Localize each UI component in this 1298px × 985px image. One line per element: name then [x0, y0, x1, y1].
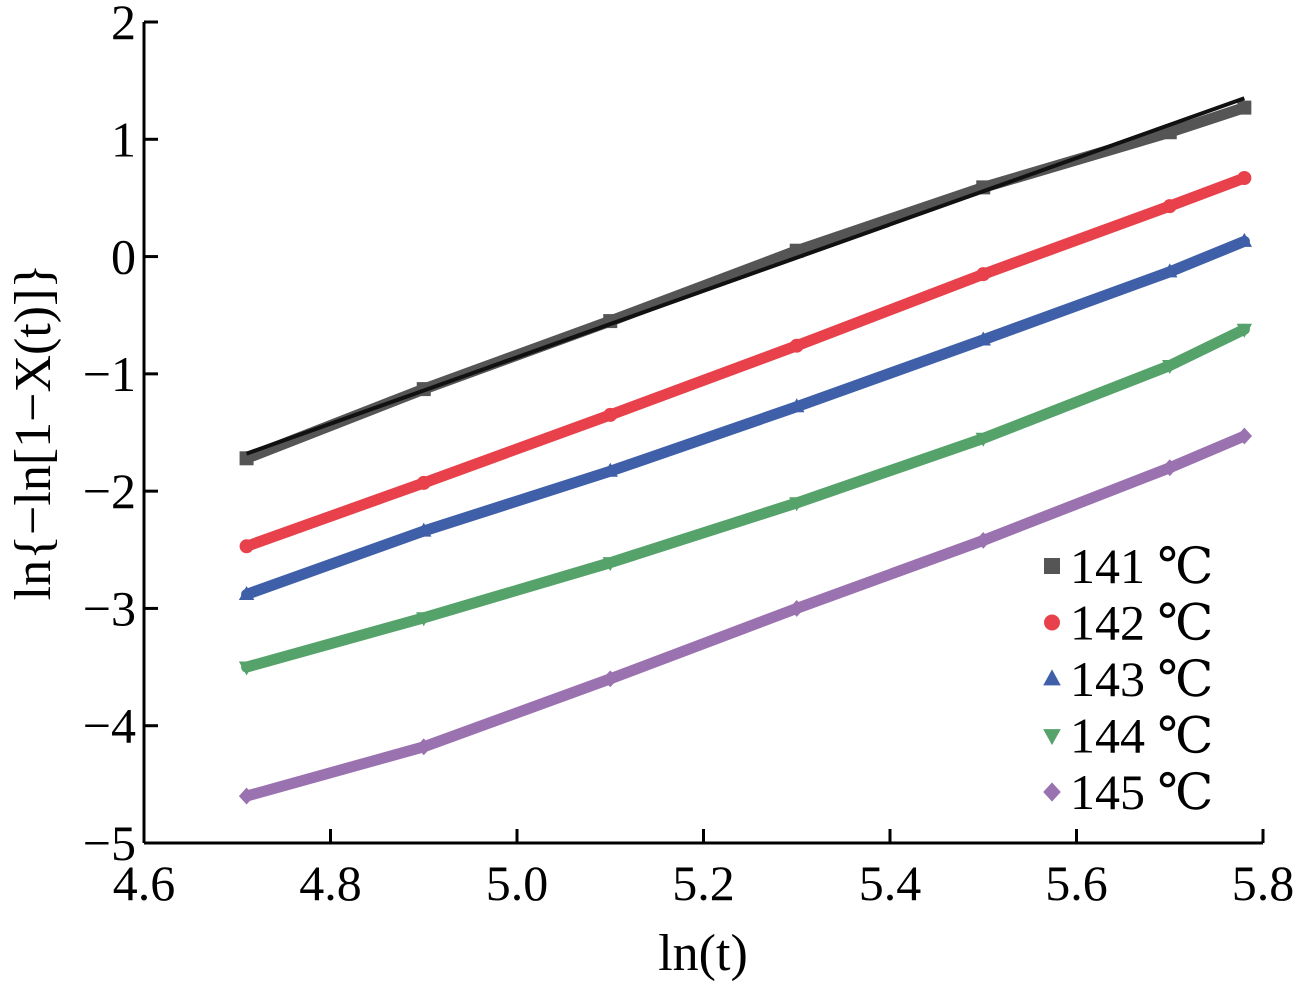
data-point	[238, 661, 255, 676]
legend-item: 142 ℃	[1044, 595, 1213, 651]
data-point	[789, 497, 805, 512]
data-point	[238, 585, 255, 600]
series-145	[238, 427, 1253, 805]
data-point	[416, 522, 432, 537]
legend-item: 144 ℃	[1043, 708, 1213, 764]
y-axis-title: ln{−ln[1−X(t)]}	[5, 264, 62, 601]
y-tick-label: 2	[111, 0, 136, 50]
series-143	[238, 232, 1253, 600]
x-tick-label: 5.0	[486, 855, 549, 911]
y-tick-label: −1	[83, 346, 136, 402]
tick-marks	[142, 20, 1265, 845]
x-tick-label: 4.8	[299, 855, 362, 911]
legend-marker	[1044, 614, 1060, 631]
legend-item: 145 ℃	[1043, 764, 1213, 820]
legend-marker	[1043, 782, 1061, 802]
data-point	[602, 557, 618, 572]
y-tick-label: −3	[83, 580, 136, 636]
data-point	[239, 451, 254, 466]
data-point	[416, 738, 432, 756]
data-point	[1162, 459, 1178, 477]
legend-label: 144 ℃	[1070, 708, 1213, 764]
plot-area	[238, 96, 1253, 805]
data-point	[789, 600, 805, 617]
x-tick-label: 5.2	[672, 855, 735, 911]
data-point	[789, 243, 804, 258]
y-tick-label: 0	[111, 229, 136, 285]
y-tick-label: −4	[83, 698, 136, 754]
series-142	[239, 170, 1252, 554]
x-tick-labels: 4.6 4.8 5.0 5.2 5.4 5.6 5.8	[113, 855, 1295, 911]
data-point	[1236, 323, 1253, 338]
legend-label: 141 ℃	[1070, 538, 1213, 594]
data-point	[602, 462, 618, 477]
data-point	[1236, 427, 1253, 445]
series-line	[241, 102, 1250, 464]
x-tick-label: 4.6	[113, 855, 176, 911]
data-point	[976, 267, 991, 282]
data-point	[1237, 170, 1252, 185]
data-point	[1237, 100, 1252, 115]
y-tick-label: 1	[111, 111, 136, 167]
x-axis-title: ln(t)	[658, 925, 748, 982]
data-point	[238, 787, 255, 805]
legend-label: 145 ℃	[1070, 764, 1213, 820]
data-point	[789, 398, 805, 413]
data-point	[239, 539, 254, 554]
legend-marker	[1044, 558, 1060, 574]
y-tick-label: −5	[83, 815, 136, 871]
legend-item: 141 ℃	[1044, 538, 1213, 594]
data-point	[602, 670, 618, 688]
data-point	[1236, 232, 1253, 247]
legend-label: 142 ℃	[1070, 595, 1213, 651]
x-tick-label: 5.8	[1232, 855, 1295, 911]
data-point	[1162, 263, 1178, 278]
data-point	[603, 407, 618, 422]
x-tick-label: 5.4	[859, 855, 922, 911]
data-point	[1162, 125, 1177, 140]
data-point	[975, 432, 991, 447]
series-141	[239, 100, 1252, 466]
data-point	[975, 331, 991, 346]
y-tick-labels: −5 −4 −3 −2 −1 0 1 2	[83, 0, 136, 871]
legend-label: 143 ℃	[1070, 651, 1213, 707]
series-144	[238, 323, 1253, 676]
fit-line	[245, 96, 1246, 456]
data-point	[789, 338, 804, 353]
legend-marker	[1043, 669, 1061, 686]
y-tick-label: −2	[83, 463, 136, 519]
data-point	[416, 475, 431, 490]
x-tick-label: 5.6	[1045, 855, 1108, 911]
series-line	[241, 172, 1250, 552]
legend-marker	[1043, 729, 1061, 746]
data-point	[1162, 360, 1178, 375]
data-point	[975, 532, 991, 549]
data-point	[1162, 199, 1177, 214]
legend-item: 143 ℃	[1043, 651, 1213, 707]
data-point	[416, 612, 432, 627]
